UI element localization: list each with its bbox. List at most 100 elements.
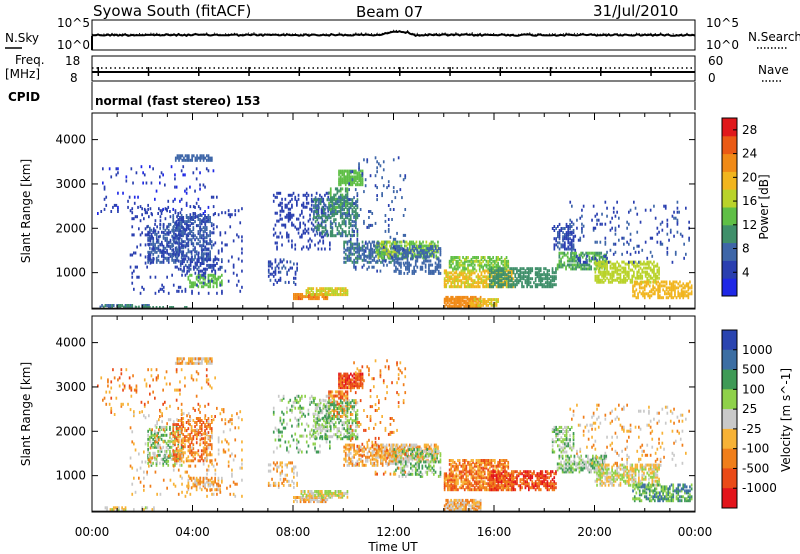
scatter-cell	[666, 222, 669, 226]
scatter-cell	[566, 251, 569, 255]
scatter-cell	[551, 227, 554, 230]
scatter-cell	[279, 260, 282, 264]
scatter-cell	[167, 260, 170, 264]
scatter-cell	[609, 272, 612, 276]
scatter-cell	[341, 214, 344, 218]
scatter-cell	[204, 216, 206, 219]
scatter-cell	[660, 280, 663, 284]
scatter-cell	[197, 238, 200, 242]
scatter-cell	[202, 239, 205, 243]
scatter-cell	[174, 258, 177, 262]
scatter-cell	[150, 445, 153, 449]
scatter-cell	[142, 181, 144, 185]
scatter-cell	[192, 244, 195, 248]
scatter-cell	[310, 197, 313, 201]
scatter-cell	[563, 263, 566, 267]
scatter-cell	[413, 269, 415, 273]
scatter-cell	[612, 262, 615, 266]
scatter-cell	[309, 291, 311, 295]
scatter-cell	[194, 261, 197, 265]
scatter-cell	[312, 293, 315, 297]
scatter-cell	[348, 188, 350, 192]
scatter-cell	[177, 419, 180, 422]
scatter-cell	[314, 220, 317, 224]
scatter-cell	[171, 242, 173, 246]
scatter-cell	[596, 260, 598, 264]
colorbar-swatch	[722, 278, 737, 297]
scatter-cell	[219, 265, 222, 269]
scatter-cell	[174, 423, 176, 427]
scatter-cell	[185, 187, 188, 191]
scatter-cell	[416, 259, 419, 263]
scatter-cell	[433, 253, 435, 257]
scatter-cell	[305, 293, 308, 297]
scatter-cell	[405, 255, 407, 259]
scatter-cell	[361, 240, 364, 244]
scatter-cell	[125, 175, 128, 179]
scatter-cell	[346, 216, 349, 220]
scatter-cell	[644, 270, 647, 274]
scatter-cell	[349, 242, 352, 246]
scatter-cell	[504, 271, 506, 275]
scatter-cell	[159, 306, 161, 309]
scatter-cell	[349, 246, 352, 250]
scatter-cell	[462, 261, 464, 265]
scatter-cell	[356, 173, 359, 177]
scatter-cell	[171, 258, 173, 262]
scatter-cell	[601, 260, 603, 264]
scatter-cell	[631, 260, 634, 264]
scatter-cell	[458, 263, 461, 267]
scatter-cell	[307, 291, 309, 295]
scatter-cell	[343, 181, 345, 185]
scatter-cell	[351, 230, 354, 234]
scatter-cell	[618, 272, 620, 276]
scatter-cell	[564, 247, 566, 251]
scatter-cell	[647, 280, 649, 284]
scatter-cell	[474, 305, 477, 309]
scatter-cell	[429, 263, 432, 267]
scatter-cell	[192, 435, 195, 439]
scatter-cell	[662, 280, 664, 284]
scatter-cell	[329, 187, 332, 191]
scatter-cell	[490, 271, 493, 275]
scatter-cell	[594, 278, 597, 282]
scatter-cell	[279, 201, 282, 205]
scatter-cell	[526, 279, 528, 283]
scatter-cell	[614, 242, 617, 246]
scatter-cell	[332, 293, 335, 297]
scatter-cell	[309, 207, 311, 211]
scatter-cell	[212, 223, 215, 227]
scatter-cell	[456, 305, 459, 309]
scatter-cell	[202, 273, 205, 277]
scatter-cell	[166, 248, 168, 252]
scatter-cell	[199, 234, 201, 238]
scatter-cell	[296, 266, 298, 270]
scatter-cell	[172, 429, 175, 433]
scatter-cell	[641, 274, 644, 278]
scatter-cell	[102, 181, 104, 185]
scatter-cell	[198, 260, 200, 264]
scatter-cell	[346, 289, 349, 293]
scatter-cell	[174, 361, 177, 365]
scatter-cell	[398, 257, 401, 261]
scatter-cell	[378, 162, 380, 166]
scatter-cell	[416, 265, 419, 269]
scatter-cell	[411, 257, 414, 261]
scatter-cell	[190, 285, 193, 289]
scatter-cell	[665, 280, 668, 284]
scatter-cell	[443, 279, 446, 283]
scatter-cell	[640, 292, 643, 296]
scatter-cell	[316, 218, 319, 222]
scatter-cell	[623, 266, 625, 270]
scatter-cell	[171, 248, 173, 252]
scatter-cell	[353, 214, 355, 218]
scatter-cell	[282, 264, 285, 268]
scatter-cell	[155, 234, 158, 238]
scatter-cell	[152, 433, 154, 437]
scatter-cell	[204, 273, 206, 277]
scatter-cell	[312, 287, 315, 291]
scatter-cell	[517, 269, 520, 273]
scatter-cell	[287, 217, 290, 221]
scatter-cell	[341, 232, 344, 236]
plot-title: Syowa South (fitACF)	[93, 2, 251, 20]
